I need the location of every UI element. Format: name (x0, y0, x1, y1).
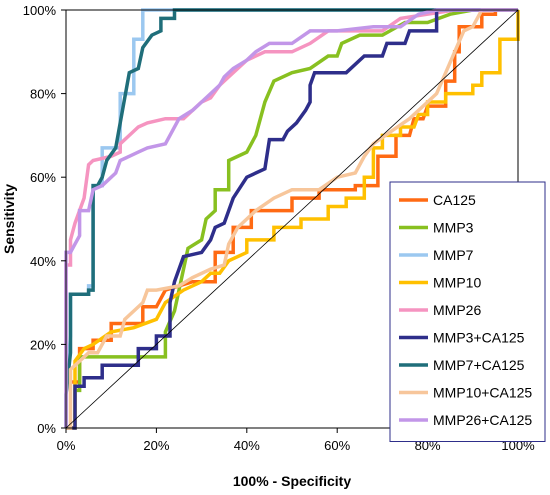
series-line-mmp26-ca125 (64, 8, 518, 428)
reference-diagonal (65, 9, 519, 429)
y-tick-label: 60% (30, 170, 56, 185)
legend: CA125 MMP3 MMP7 MMP10 MMP26 MMP3+CA125 MMP7+CA… (389, 181, 546, 442)
x-tick-label: 20% (143, 438, 169, 453)
legend-label: MMP26 (433, 302, 481, 318)
legend-label: MMP10+CA125 (433, 385, 532, 401)
y-tick-label: 100% (23, 3, 57, 18)
legend-label: CA125 (433, 192, 476, 208)
legend-label: MMP3+CA125 (433, 330, 525, 346)
y-axis-title: Sensitivity (1, 184, 17, 254)
series-line-mmp10-ca125 (66, 8, 518, 430)
legend-label: MMP7 (433, 247, 474, 263)
legend-label: MMP26+CA125 (433, 412, 532, 428)
legend-label: MMP7+CA125 (433, 357, 525, 373)
legend-label: MMP10 (433, 275, 481, 291)
y-tick-label: 0% (37, 421, 56, 436)
series-line-mmp7-ca125 (64, 8, 518, 428)
series-line-mmp3 (66, 8, 518, 430)
x-tick-label: 0% (57, 438, 76, 453)
y-tick-label: 20% (30, 337, 56, 352)
x-tick-label: 40% (234, 438, 260, 453)
series-line-mmp10 (66, 10, 520, 430)
y-tick-label: 80% (30, 87, 56, 102)
series-layer (64, 8, 520, 430)
y-axis-ticks: 0% 20% 40% 60% 80% 100% (23, 3, 66, 436)
legend-label: MMP3 (433, 220, 474, 236)
series-line-mmp3-ca125 (66, 8, 518, 430)
y-tick-label: 40% (30, 254, 56, 269)
x-tick-label: 60% (324, 438, 350, 453)
x-axis-title: 100% - Specificity (233, 473, 351, 489)
